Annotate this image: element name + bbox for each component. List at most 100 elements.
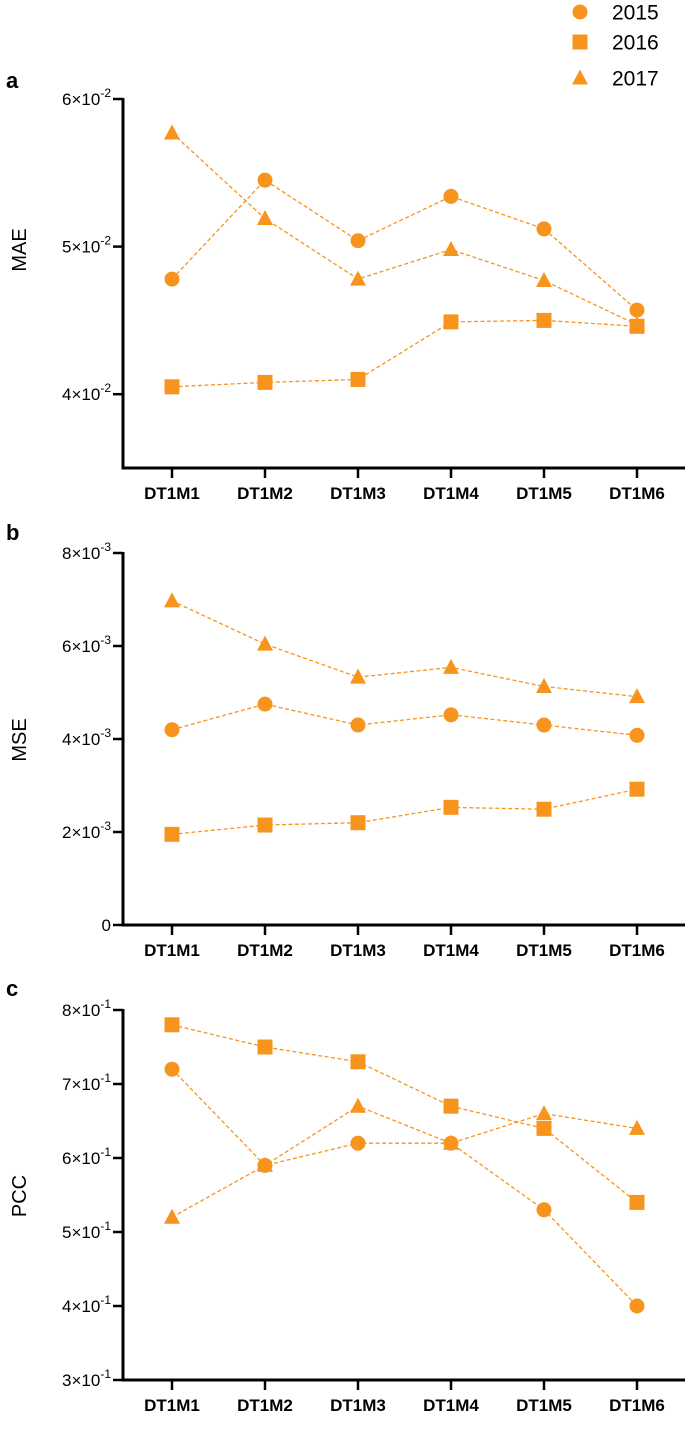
legend-marker-2016 <box>572 34 588 50</box>
point-2016-DT1M6 <box>629 781 645 797</box>
point-2017-DT1M3 <box>350 1097 366 1113</box>
y-tick-mantissa: 4 <box>62 1297 71 1316</box>
point-2016-DT1M5 <box>536 801 552 817</box>
point-2017-DT1M4 <box>443 241 459 257</box>
panel-c: cPCC8×10-17×10-16×10-15×10-14×10-13×10-1… <box>6 976 685 1415</box>
series-line-2017 <box>171 132 638 326</box>
point-2015-DT1M6 <box>629 302 645 318</box>
x-tick-label: DT1M6 <box>609 484 665 503</box>
y-tick-mantissa: 4 <box>62 730 71 749</box>
point-2016-DT1M1 <box>164 379 180 395</box>
y-tick-mantissa: 7 <box>62 1075 71 1094</box>
point-2015-DT1M1 <box>164 271 180 287</box>
y-tick-times: ×10 <box>71 730 100 749</box>
y-tick-label: 4×10-2 <box>62 381 111 404</box>
point-2017-DT1M5 <box>536 272 552 288</box>
y-tick-label: 8×10-3 <box>62 540 111 563</box>
y-tick-times: ×10 <box>71 823 100 842</box>
y-tick-times: ×10 <box>71 1149 100 1168</box>
legend: 2015 2016 2017 <box>572 2 659 91</box>
point-2016-DT1M3 <box>350 1054 366 1070</box>
point-2015-DT1M3 <box>350 717 366 733</box>
y-tick-mantissa: 6 <box>62 1149 71 1168</box>
point-2017-DT1M4 <box>443 1134 459 1150</box>
x-tick-label: DT1M6 <box>609 941 665 960</box>
point-2015-DT1M4 <box>443 707 459 723</box>
legend-marker-2017 <box>572 69 588 85</box>
y-tick-times: ×10 <box>71 90 100 109</box>
x-tick-label: DT1M5 <box>516 484 572 503</box>
point-2017-DT1M6 <box>629 1119 645 1135</box>
y-tick-exponent: -2 <box>100 86 111 100</box>
series-line-2016 <box>171 319 638 388</box>
series-line-2017 <box>171 600 638 698</box>
legend-label-2016: 2016 <box>612 32 659 55</box>
series-line-2016 <box>171 1024 638 1203</box>
series-line-2016 <box>171 788 638 835</box>
x-tick-label: DT1M4 <box>423 941 479 960</box>
point-2015-DT1M2 <box>257 696 273 712</box>
point-2016-DT1M3 <box>350 371 366 387</box>
legend-marker-2015 <box>572 4 588 20</box>
x-tick-label: DT1M1 <box>144 1396 200 1415</box>
y-tick-exponent: -2 <box>100 234 111 248</box>
y-tick-mantissa: 6 <box>62 637 71 656</box>
point-2015-DT1M5 <box>536 717 552 733</box>
y-tick-label: 6×10-1 <box>62 1145 111 1168</box>
x-tick-label: DT1M2 <box>237 941 293 960</box>
y-tick-mantissa: 2 <box>62 823 71 842</box>
point-2017-DT1M3 <box>350 668 366 684</box>
y-tick-exponent: -1 <box>100 1219 111 1233</box>
point-2016-DT1M1 <box>164 826 180 842</box>
x-tick-label: DT1M2 <box>237 1396 293 1415</box>
y-tick-label: 6×10-2 <box>62 86 111 109</box>
x-tick-label: DT1M2 <box>237 484 293 503</box>
y-tick-label: 8×10-1 <box>62 997 111 1020</box>
point-2016-DT1M4 <box>443 1098 459 1114</box>
y-tick-exponent: -3 <box>100 540 111 554</box>
point-2015-DT1M3 <box>350 233 366 249</box>
point-2017-DT1M5 <box>536 677 552 693</box>
y-tick-exponent: -3 <box>100 633 111 647</box>
y-tick-exponent: -1 <box>100 1145 111 1159</box>
y-tick-label: 7×10-1 <box>62 1071 111 1094</box>
y-tick-exponent: -2 <box>100 381 111 395</box>
y-tick-label: 3×10-1 <box>62 1367 111 1390</box>
point-2016-DT1M2 <box>257 374 273 390</box>
y-tick-times: ×10 <box>71 544 100 563</box>
point-2017-DT1M1 <box>164 592 180 608</box>
point-2015-DT1M6 <box>629 727 645 743</box>
point-2015-DT1M5 <box>536 1202 552 1218</box>
point-2017-DT1M1 <box>164 124 180 140</box>
point-2016-DT1M4 <box>443 314 459 330</box>
point-2016-DT1M5 <box>536 1120 552 1136</box>
y-tick-exponent: -1 <box>100 1071 111 1085</box>
y-tick-times: ×10 <box>71 238 100 257</box>
y-tick-label: 4×10-3 <box>62 726 111 749</box>
point-2015-DT1M6 <box>629 1298 645 1314</box>
x-tick-label: DT1M3 <box>330 484 386 503</box>
y-tick-mantissa: 5 <box>62 1223 71 1242</box>
y-tick-mantissa: 5 <box>62 238 71 257</box>
y-tick-exponent: -3 <box>100 819 111 833</box>
panel-letter: c <box>6 976 18 1001</box>
y-axis-label: MSE <box>9 718 31 761</box>
x-tick-label: DT1M4 <box>423 1396 479 1415</box>
point-2017-DT1M5 <box>536 1105 552 1121</box>
y-tick-label: 5×10-2 <box>62 234 111 257</box>
point-2015-DT1M5 <box>536 221 552 237</box>
y-tick-mantissa: 8 <box>62 1001 71 1020</box>
y-tick-times: ×10 <box>71 1371 100 1390</box>
y-tick-label: 4×10-1 <box>62 1293 111 1316</box>
y-tick-exponent: -3 <box>100 726 111 740</box>
x-tick-label: DT1M3 <box>330 941 386 960</box>
y-tick-label: 2×10-3 <box>62 819 111 842</box>
x-tick-label: DT1M1 <box>144 484 200 503</box>
series-line-2017 <box>171 1105 638 1218</box>
x-tick-label: DT1M3 <box>330 1396 386 1415</box>
series-line-2015 <box>171 179 638 311</box>
y-tick-times: ×10 <box>71 637 100 656</box>
